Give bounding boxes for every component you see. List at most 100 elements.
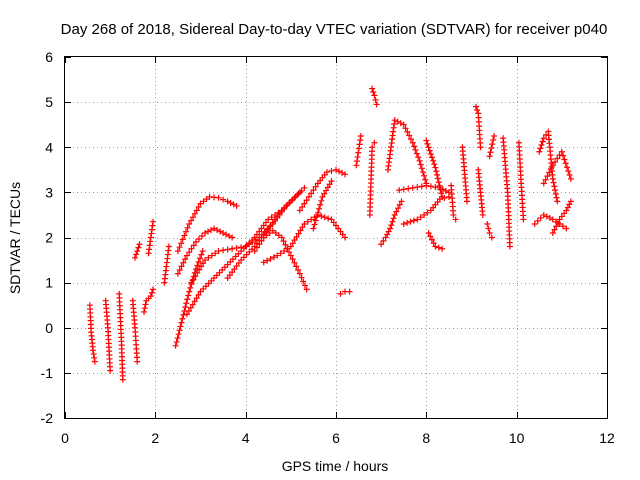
data-point <box>181 232 188 239</box>
data-point <box>224 275 231 282</box>
data-point <box>432 243 439 250</box>
data-point <box>227 258 234 265</box>
data-point <box>437 186 444 193</box>
data-point <box>305 193 312 200</box>
data-point <box>562 160 569 167</box>
data-point <box>291 237 298 244</box>
data-point <box>179 315 186 322</box>
data-point <box>537 145 544 152</box>
data-point <box>310 187 317 194</box>
data-point <box>371 139 378 146</box>
data-point <box>369 144 376 151</box>
data-point <box>230 256 237 263</box>
data-point <box>400 186 407 193</box>
data-point <box>488 145 495 152</box>
data-point <box>265 216 272 223</box>
data-point <box>389 218 396 225</box>
data-point <box>165 243 172 250</box>
data-point <box>355 149 362 156</box>
data-point <box>235 260 242 267</box>
data-point <box>134 358 141 365</box>
data-point <box>433 168 440 175</box>
data-point <box>205 280 212 287</box>
data-point <box>434 175 441 182</box>
data-point <box>147 293 154 300</box>
data-point <box>430 157 437 164</box>
data-point <box>421 211 428 218</box>
data-point <box>371 92 378 99</box>
data-point <box>186 220 193 227</box>
x-tick-label: 2 <box>151 430 159 446</box>
data-point <box>310 225 317 232</box>
data-point <box>342 171 349 178</box>
data-point <box>520 216 527 223</box>
data-point <box>378 241 385 248</box>
data-point <box>150 286 157 293</box>
data-point <box>400 121 407 128</box>
data-point <box>296 207 303 214</box>
data-point <box>251 248 258 255</box>
data-point <box>263 232 270 239</box>
data-point <box>141 305 148 312</box>
data-point <box>406 132 413 139</box>
data-point <box>270 254 277 261</box>
data-point <box>215 194 222 201</box>
data-point <box>284 202 291 209</box>
data-point <box>186 249 193 256</box>
data-point <box>391 117 398 124</box>
data-point <box>136 241 143 248</box>
data-point <box>430 240 437 247</box>
x-tick-label: 8 <box>422 430 430 446</box>
data-point <box>231 266 238 273</box>
data-point <box>384 231 391 238</box>
data-point <box>186 288 193 295</box>
data-point <box>197 255 204 262</box>
data-point <box>488 234 495 241</box>
data-point <box>424 140 431 147</box>
data-point <box>179 236 186 243</box>
data-point <box>184 296 191 303</box>
data-point <box>422 176 429 183</box>
data-point <box>197 200 204 207</box>
data-point <box>119 376 126 383</box>
data-point <box>546 214 553 221</box>
data-point <box>274 252 281 259</box>
data-point <box>200 285 207 292</box>
data-point <box>199 232 206 239</box>
data-point <box>336 168 343 175</box>
data-point <box>300 278 307 285</box>
data-point <box>213 272 220 279</box>
data-point <box>391 211 398 218</box>
data-point <box>311 221 318 228</box>
data-point <box>256 241 263 248</box>
data-point <box>486 153 493 160</box>
x-tick-label: 10 <box>509 430 525 446</box>
data-point <box>395 205 402 212</box>
data-point <box>195 291 202 298</box>
data-point <box>192 266 199 273</box>
data-point <box>542 176 549 183</box>
data-point <box>356 141 363 148</box>
data-point <box>547 165 554 172</box>
data-point <box>192 273 199 280</box>
data-point <box>187 304 194 311</box>
data-point <box>328 178 335 185</box>
data-point <box>303 197 310 204</box>
data-point <box>424 209 431 216</box>
data-point <box>490 137 497 144</box>
data-point <box>463 198 470 205</box>
data-point <box>262 228 269 235</box>
data-point <box>431 161 438 168</box>
data-point <box>436 182 443 189</box>
data-point <box>272 216 279 223</box>
data-point <box>172 342 179 349</box>
data-point <box>314 209 321 216</box>
data-point <box>428 236 435 243</box>
y-tick-label: -1 <box>41 365 54 381</box>
data-point <box>91 358 98 365</box>
y-tick-label: 0 <box>45 320 53 336</box>
data-point <box>318 197 325 204</box>
x-tick-label: 6 <box>332 430 340 446</box>
data-point <box>534 217 541 224</box>
data-point <box>425 229 432 236</box>
